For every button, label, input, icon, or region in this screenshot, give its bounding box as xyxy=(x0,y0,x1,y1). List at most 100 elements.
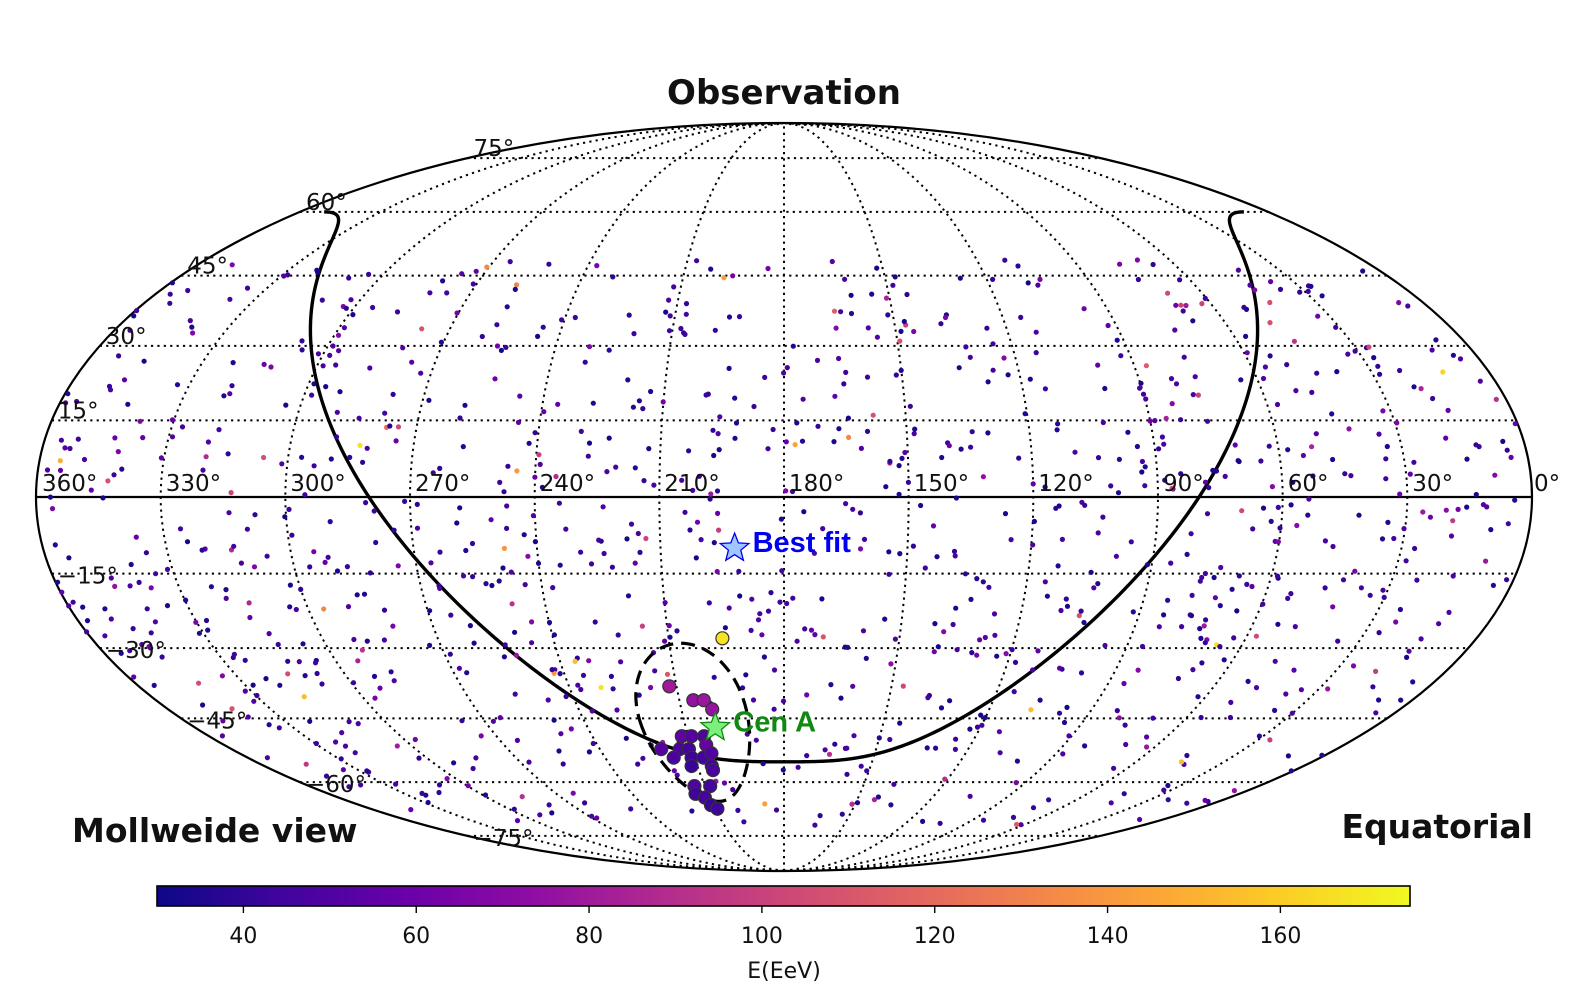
event-point xyxy=(891,781,897,787)
event-point xyxy=(482,792,489,798)
event-point xyxy=(780,698,787,704)
event-point xyxy=(953,736,959,742)
cluster-event-point xyxy=(703,778,718,794)
event-point xyxy=(1156,624,1162,630)
event-point xyxy=(900,683,906,689)
event-point xyxy=(427,642,433,649)
event-point xyxy=(874,334,881,340)
event-point xyxy=(714,568,720,575)
event-point xyxy=(978,712,984,718)
event-point xyxy=(1192,374,1198,380)
event-point xyxy=(1015,263,1021,269)
event-point xyxy=(590,740,596,747)
event-point xyxy=(674,772,680,778)
event-point xyxy=(897,338,903,344)
event-point xyxy=(200,702,206,708)
event-point xyxy=(770,426,776,433)
event-point xyxy=(454,310,460,316)
event-point xyxy=(118,650,124,656)
event-point xyxy=(409,359,415,365)
event-point xyxy=(651,482,657,488)
event-point xyxy=(137,418,143,424)
event-point xyxy=(333,739,339,745)
event-point xyxy=(1406,648,1412,654)
event-point xyxy=(514,282,520,288)
event-point xyxy=(851,733,857,739)
event-point xyxy=(1010,814,1017,821)
event-point xyxy=(354,592,360,598)
event-point xyxy=(1042,484,1048,490)
event-point xyxy=(1367,592,1373,598)
event-point xyxy=(315,269,321,275)
event-point xyxy=(632,465,638,471)
event-point xyxy=(153,571,159,577)
event-point xyxy=(1455,506,1461,512)
event-point xyxy=(886,549,892,555)
event-point xyxy=(1072,449,1078,455)
event-point xyxy=(1285,595,1291,602)
event-point xyxy=(1238,377,1244,383)
event-point xyxy=(205,439,211,445)
event-point xyxy=(985,379,991,385)
event-point xyxy=(1450,518,1456,524)
event-point xyxy=(1427,514,1433,520)
event-point xyxy=(737,593,743,599)
event-point xyxy=(789,488,796,495)
event-point xyxy=(1418,636,1424,642)
event-point xyxy=(985,430,991,436)
event-point xyxy=(1293,388,1299,394)
event-point xyxy=(1340,577,1347,583)
event-point xyxy=(1180,308,1186,314)
event-point xyxy=(636,692,642,698)
event-point xyxy=(1211,574,1217,581)
event-point xyxy=(1173,381,1180,387)
event-point xyxy=(582,800,588,806)
event-point xyxy=(765,446,771,452)
event-point xyxy=(1009,647,1015,653)
event-point xyxy=(1016,455,1022,461)
event-point xyxy=(598,684,604,691)
event-point xyxy=(463,547,469,554)
event-point xyxy=(108,575,114,581)
event-point xyxy=(1488,527,1494,533)
event-point xyxy=(427,608,433,614)
event-point xyxy=(1055,563,1061,569)
event-point xyxy=(640,755,646,761)
event-point xyxy=(549,667,555,673)
event-point xyxy=(706,600,712,606)
event-point xyxy=(757,611,763,617)
event-point xyxy=(400,345,406,351)
event-point xyxy=(1206,485,1212,491)
event-point xyxy=(300,641,306,647)
event-point xyxy=(328,456,334,462)
event-point xyxy=(967,793,973,799)
event-point xyxy=(1420,509,1426,515)
ra-tick-label: 30° xyxy=(1412,471,1453,497)
event-point xyxy=(1319,293,1325,299)
event-point xyxy=(1244,350,1250,356)
colorbar-tick-label: 140 xyxy=(1087,924,1129,949)
event-point xyxy=(711,674,717,680)
event-point xyxy=(1393,619,1399,625)
event-point xyxy=(59,589,65,595)
event-point xyxy=(364,768,370,774)
event-point xyxy=(238,560,244,566)
event-point xyxy=(1492,472,1498,478)
event-point xyxy=(440,278,446,284)
event-point xyxy=(313,740,319,747)
event-point xyxy=(364,445,370,451)
event-point xyxy=(1335,638,1341,644)
event-point xyxy=(350,312,356,318)
event-point xyxy=(991,611,998,617)
event-point xyxy=(589,813,595,819)
event-point xyxy=(1297,289,1303,295)
dec-tick-label: −75° xyxy=(474,826,534,852)
event-point xyxy=(1330,604,1336,610)
ra-tick-label: 90° xyxy=(1163,471,1204,497)
event-point xyxy=(557,671,563,677)
event-point xyxy=(541,409,547,415)
marker-label: Cen A xyxy=(733,706,816,738)
event-point xyxy=(589,708,595,714)
event-point xyxy=(874,265,880,271)
event-point xyxy=(1095,530,1101,536)
